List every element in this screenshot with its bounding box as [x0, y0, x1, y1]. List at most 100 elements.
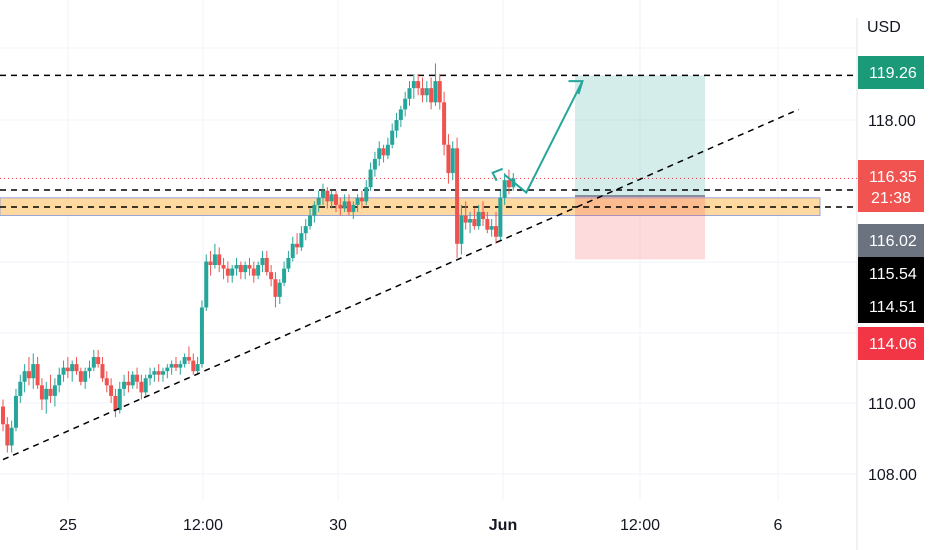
candle-body-71 — [308, 215, 313, 227]
candle-46 — [199, 300, 204, 368]
candle-106 — [459, 204, 464, 255]
y-tick-0: 118.00 — [868, 113, 916, 130]
candle-33 — [143, 374, 148, 396]
candle-22 — [96, 349, 101, 368]
candle-body-27 — [117, 388, 122, 411]
candle-body-9 — [39, 385, 44, 400]
candle-body-87 — [377, 148, 382, 159]
candle-49 — [212, 243, 217, 269]
candle-59 — [256, 261, 261, 280]
candle-body-19 — [83, 371, 88, 382]
candle-5 — [22, 364, 27, 393]
y-axis: USD 118.00110.00108.00119.26116.3521:381… — [858, 19, 924, 484]
candle-body-42 — [182, 357, 187, 365]
y-tick-1: 110.00 — [868, 396, 916, 413]
price-badge-1: 116.35 21:38 — [858, 160, 924, 212]
candle-body-26 — [113, 395, 118, 411]
candle-20 — [87, 360, 92, 379]
candle-78 — [338, 197, 343, 216]
candle-87 — [377, 141, 382, 166]
candle-34 — [148, 367, 153, 386]
candle-51 — [221, 257, 226, 280]
candle-body-18 — [78, 371, 83, 382]
candle-body-107 — [463, 215, 468, 223]
price-badge-label-2: 116.02 — [869, 233, 917, 250]
candle-35 — [152, 367, 157, 382]
candle-body-79 — [342, 201, 347, 209]
candle-body-70 — [303, 226, 308, 234]
candle-53 — [230, 265, 235, 283]
candle-38 — [165, 364, 170, 379]
candle-27 — [117, 381, 122, 414]
candle-body-77 — [333, 194, 338, 205]
price-badge-4: 114.51 — [858, 290, 924, 323]
candle-1 — [5, 417, 10, 453]
candle-99 — [429, 77, 434, 110]
candle-45 — [195, 357, 200, 375]
x-tick-0: 25 — [59, 517, 77, 534]
candle-3 — [13, 388, 18, 432]
candle-65 — [282, 261, 287, 287]
candle-100 — [433, 63, 438, 106]
candle-76 — [329, 190, 334, 209]
candle-10 — [44, 381, 49, 414]
projection-path — [504, 80, 584, 195]
candle-body-47 — [204, 261, 209, 308]
candle-104 — [450, 141, 455, 181]
candle-body-78 — [338, 204, 343, 209]
candle-body-83 — [359, 197, 364, 202]
candle-81 — [351, 201, 356, 220]
candle-54 — [234, 257, 239, 276]
candle-96 — [416, 74, 421, 96]
candle-body-20 — [87, 367, 92, 372]
candle-92 — [398, 105, 403, 128]
candle-47 — [204, 254, 209, 312]
candle-body-112 — [485, 219, 490, 230]
candle-body-60 — [260, 257, 265, 266]
candle-117 — [506, 169, 511, 195]
drawings-layer — [2, 80, 800, 461]
candle-111 — [481, 201, 486, 227]
currency-label: USD — [867, 19, 901, 36]
candle-24 — [104, 371, 109, 393]
candle-body-48 — [208, 261, 213, 266]
candle-body-94 — [407, 88, 412, 99]
candle-26 — [113, 388, 118, 418]
candle-36 — [156, 364, 161, 382]
candle-11 — [48, 374, 53, 403]
candle-body-12 — [52, 385, 57, 396]
candle-body-66 — [286, 257, 291, 269]
candle-103 — [446, 134, 451, 184]
candle-body-31 — [135, 374, 140, 382]
candle-112 — [485, 211, 490, 234]
candle-105 — [455, 137, 460, 258]
candle-14 — [61, 360, 66, 382]
grid-lines — [0, 0, 858, 550]
candle-93 — [403, 91, 408, 117]
candle-90 — [390, 123, 395, 149]
candle-29 — [126, 371, 131, 393]
price-badge-label-4: 114.51 — [869, 299, 917, 316]
candle-58 — [251, 261, 256, 283]
candle-body-16 — [70, 364, 75, 372]
candle-body-68 — [295, 243, 300, 248]
candle-113 — [489, 219, 494, 237]
candle-body-72 — [312, 204, 317, 216]
x-tick-5: 6 — [774, 517, 783, 534]
candle-43 — [186, 346, 191, 365]
candle-body-111 — [481, 211, 486, 220]
x-tick-4: 12:00 — [620, 517, 660, 534]
candle-body-64 — [277, 282, 282, 297]
candle-body-45 — [195, 364, 200, 372]
candle-97 — [420, 77, 425, 103]
candle-body-10 — [44, 388, 49, 400]
candle-32 — [139, 374, 144, 400]
candle-109 — [472, 208, 477, 230]
candle-body-108 — [468, 219, 473, 223]
candle-body-97 — [420, 88, 425, 96]
candle-body-73 — [316, 197, 321, 205]
candle-55 — [238, 261, 243, 280]
candle-body-106 — [459, 215, 464, 244]
